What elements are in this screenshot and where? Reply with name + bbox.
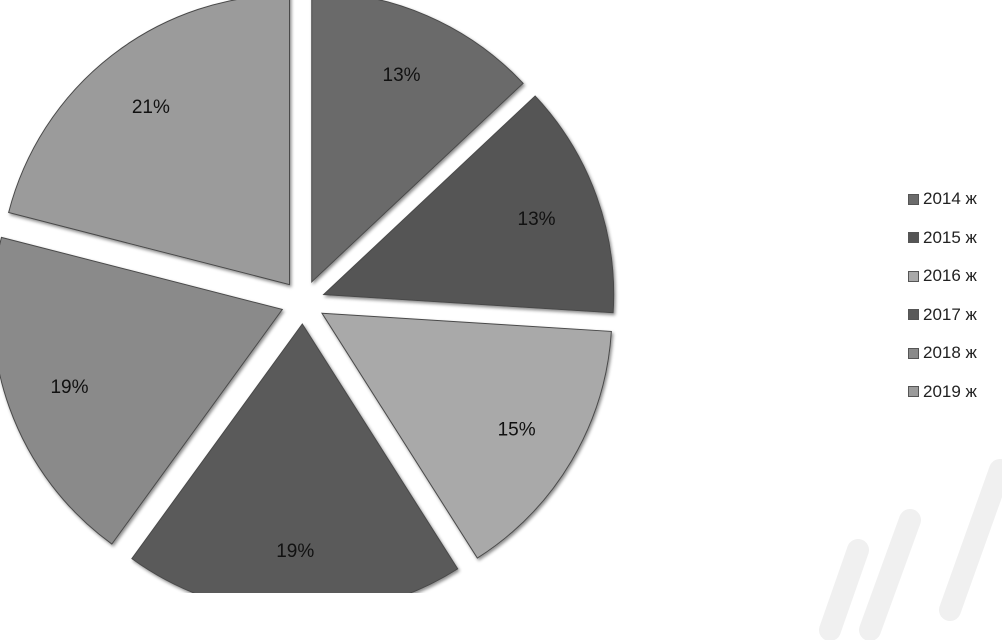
legend-swatch-2014 [908, 193, 919, 205]
pie-slice-2018 [0, 236, 284, 545]
pie-slice-2017 [131, 323, 459, 593]
slice-label-2015: 13% [518, 209, 556, 230]
slice-label-2016: 15% [498, 419, 536, 440]
slice-label-2014: 13% [383, 65, 421, 86]
legend-swatch-2015 [908, 232, 919, 244]
pie-slice-2014 [311, 0, 524, 283]
legend-swatch-2018 [908, 347, 919, 359]
legend-label-2018: 2018 ж [923, 343, 977, 363]
legend-swatch-2016 [908, 270, 919, 282]
slice-label-2017: 19% [276, 541, 314, 562]
slice-label-2019: 21% [132, 97, 170, 118]
pie-chart: 13% 13% 15% 19% 19% 21% [0, 0, 615, 593]
legend-swatch-2019 [908, 386, 919, 398]
pie-slice-2016 [320, 312, 612, 559]
legend-item-2018: 2018 ж [908, 334, 977, 373]
legend: 2014 ж 2015 ж 2016 ж 2017 ж 2018 ж 2019 … [908, 180, 977, 411]
watermark [819, 459, 1002, 640]
pie-slice-2019 [8, 0, 291, 286]
pie-slice-2015 [322, 95, 615, 314]
legend-item-2016: 2016 ж [908, 257, 977, 296]
legend-item-2015: 2015 ж [908, 219, 977, 258]
legend-item-2017: 2017 ж [908, 296, 977, 335]
legend-label-2015: 2015 ж [923, 227, 977, 247]
slice-label-2018: 19% [50, 377, 88, 398]
legend-swatch-2017 [908, 309, 919, 321]
legend-label-2014: 2014 ж [923, 189, 977, 209]
legend-item-2019: 2019 ж [908, 373, 977, 412]
legend-label-2016: 2016 ж [923, 266, 977, 286]
legend-label-2017: 2017 ж [923, 304, 977, 324]
legend-item-2014: 2014 ж [908, 180, 977, 219]
legend-label-2019: 2019 ж [923, 381, 977, 401]
